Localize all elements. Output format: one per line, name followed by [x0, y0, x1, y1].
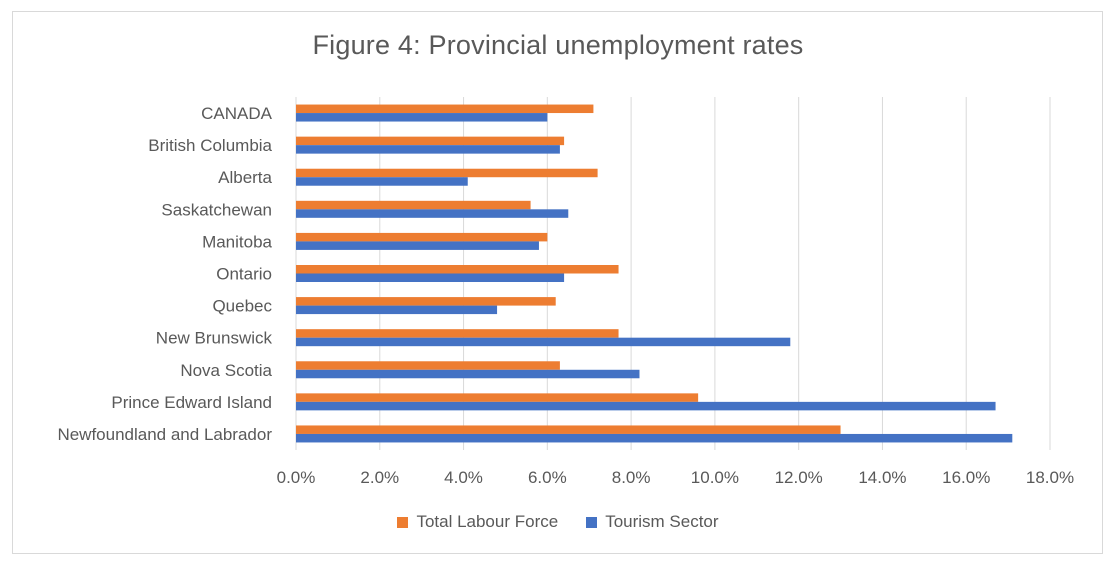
category-labels: CANADA British Columbia Alberta Saskatchewa… [57, 104, 272, 444]
x-tick-label: 4.0% [444, 468, 483, 487]
legend-swatch-total-labour-force [397, 516, 409, 528]
x-tick-label: 12.0% [775, 468, 823, 487]
legend-item-tourism-sector: Tourism Sector [586, 512, 719, 532]
bar-total-labour-force-newfoundland-and-labrador [296, 425, 841, 434]
category-label-ontario: Ontario [216, 265, 272, 284]
x-tick-label: 2.0% [360, 468, 399, 487]
legend-label-total-labour-force: Total Labour Force [416, 512, 559, 531]
bar-total-labour-force-canada [296, 104, 594, 114]
category-label-nova-scotia: Nova Scotia [180, 361, 272, 380]
bar-tourism-sector-quebec [296, 305, 498, 315]
category-label-alberta: Alberta [218, 168, 272, 187]
bar-total-labour-force-nova-scotia [296, 361, 560, 370]
bar-total-labour-force-british-columbia [296, 136, 565, 146]
bar-tourism-sector-nova-scotia [296, 369, 640, 379]
bar-tourism-sector-manitoba [296, 241, 539, 250]
x-tick-label: 8.0% [612, 468, 651, 487]
legend-swatch-tourism-sector [586, 516, 598, 528]
bar-tourism-sector-new-brunswick [296, 337, 791, 347]
chart-frame [12, 11, 1103, 554]
x-tick-label: 18.0% [1026, 468, 1074, 487]
bar-total-labour-force-quebec [296, 297, 556, 306]
legend: Total Labour Force Tourism Sector [0, 512, 1116, 532]
bars [296, 104, 1013, 443]
bar-total-labour-force-saskatchewan [296, 200, 531, 210]
category-label-prince-edward-island: Prince Edward Island [111, 393, 272, 412]
x-tick-label: 6.0% [528, 468, 567, 487]
bar-tourism-sector-canada [296, 113, 548, 122]
category-label-newfoundland-and-labrador: Newfoundland and Labrador [57, 425, 272, 444]
bar-total-labour-force-prince-edward-island [296, 393, 699, 402]
x-tick-label: 10.0% [691, 468, 739, 487]
x-tick-label: 16.0% [942, 468, 990, 487]
category-label-new-brunswick: New Brunswick [156, 329, 273, 348]
category-label-saskatchewan: Saskatchewan [161, 200, 272, 219]
x-tick-labels: 0.0% 2.0% 4.0% 6.0% 8.0% 10.0% 12.0% 14.0% 16.0%… [277, 468, 1074, 487]
bar-total-labour-force-alberta [296, 168, 598, 178]
chart-title: Figure 4: Provincial unemployment rates [312, 30, 804, 60]
bar-tourism-sector-prince-edward-island [296, 401, 996, 411]
x-tick-label: 14.0% [858, 468, 906, 487]
legend-item-total-labour-force: Total Labour Force [397, 512, 558, 532]
bar-tourism-sector-saskatchewan [296, 209, 569, 218]
bar-tourism-sector-newfoundland-and-labrador [296, 433, 1013, 443]
category-label-manitoba: Manitoba [202, 232, 272, 251]
bar-total-labour-force-ontario [296, 265, 619, 274]
category-label-canada: CANADA [201, 104, 273, 123]
bar-total-labour-force-new-brunswick [296, 329, 619, 338]
legend-label-tourism-sector: Tourism Sector [605, 512, 719, 531]
bar-tourism-sector-alberta [296, 177, 468, 186]
category-label-quebec: Quebec [212, 297, 272, 316]
x-tick-label: 0.0% [277, 468, 316, 487]
bar-tourism-sector-british-columbia [296, 145, 560, 154]
bar-tourism-sector-ontario [296, 273, 565, 282]
category-label-british-columbia: British Columbia [148, 136, 272, 155]
bar-total-labour-force-manitoba [296, 232, 548, 242]
